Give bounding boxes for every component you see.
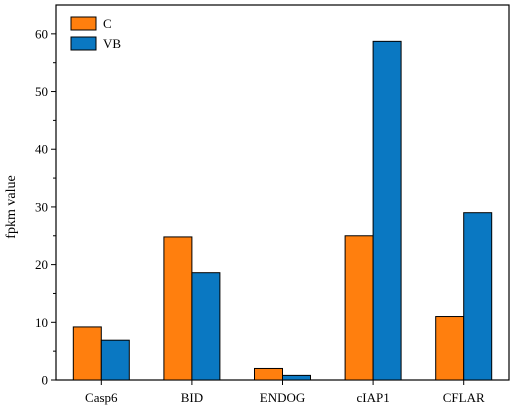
bar-vb-endog: [282, 374, 311, 381]
x-tick-label: CFLAR: [443, 390, 485, 405]
x-tick-label: Casp6: [85, 390, 118, 405]
y-tick-label: 60: [35, 26, 48, 41]
legend: C VB: [70, 16, 121, 51]
legend-swatch-vb: [70, 36, 97, 51]
bar-vb-casp6: [100, 339, 130, 381]
legend-label-c: C: [103, 16, 112, 31]
bar-c-bid: [163, 236, 193, 381]
bar-vb-ciap1: [372, 40, 402, 381]
bar-vb-cflar: [463, 212, 493, 381]
x-tick-label: cIAP1: [356, 390, 389, 405]
bar-c-ciap1: [344, 235, 374, 381]
bars: [72, 40, 493, 381]
x-axis: Casp6 BID ENDOG cIAP1 CFLAR: [85, 380, 485, 405]
y-axis-title: fpkm value: [4, 175, 19, 238]
y-tick-label: 10: [35, 315, 48, 330]
y-axis: 0 10 20 30 40 50 60: [35, 26, 56, 388]
y-tick-label: 50: [35, 84, 48, 99]
bar-vb-bid: [191, 272, 221, 381]
bar-c-cflar: [435, 316, 465, 381]
x-tick-label: BID: [181, 390, 203, 405]
y-tick-label: 40: [35, 142, 48, 157]
bar-c-endog: [254, 367, 283, 381]
y-tick-label: 20: [35, 257, 48, 272]
y-tick-label: 30: [35, 199, 48, 214]
legend-swatch-c: [70, 16, 97, 31]
bar-c-casp6: [72, 326, 102, 381]
y-tick-label: 0: [42, 373, 49, 388]
legend-label-vb: VB: [103, 36, 121, 51]
x-tick-label: ENDOG: [260, 390, 306, 405]
